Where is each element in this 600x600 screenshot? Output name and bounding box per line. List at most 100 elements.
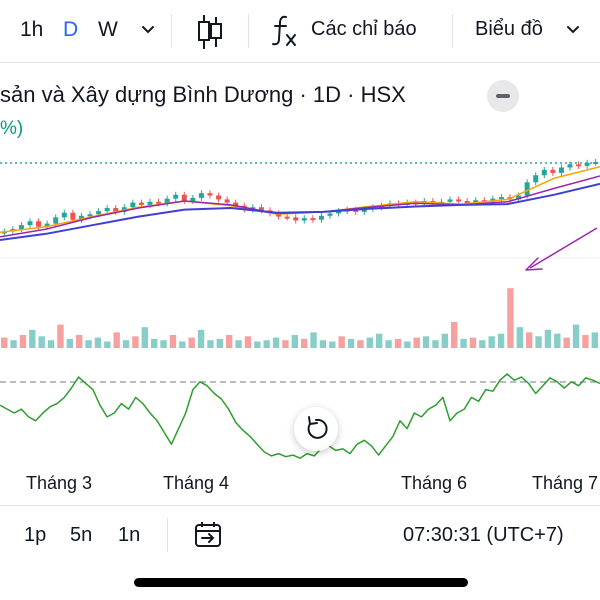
- volume-bar: [469, 337, 477, 348]
- volume-bar: [563, 337, 570, 348]
- volume-bar: [141, 327, 148, 348]
- volume-bar: [226, 335, 233, 348]
- candle: [447, 199, 453, 202]
- go-to-date-icon[interactable]: [194, 520, 224, 550]
- volume-bar: [263, 340, 270, 348]
- reset-chart-button[interactable]: [294, 407, 338, 451]
- candle: [190, 197, 196, 201]
- volume-bar: [197, 329, 205, 348]
- candle: [53, 217, 59, 224]
- candle: [130, 202, 136, 208]
- candle: [541, 169, 547, 176]
- interval-w[interactable]: W: [98, 18, 118, 41]
- candle: [18, 225, 24, 230]
- candle: [224, 199, 230, 203]
- price-change-text: %): [0, 118, 24, 139]
- ma-purple-line: [0, 175, 600, 238]
- candles-icon[interactable]: [196, 12, 224, 52]
- volume-bar: [254, 341, 261, 348]
- minus-icon: [496, 94, 510, 98]
- candle: [336, 211, 342, 214]
- home-indicator: [134, 578, 468, 587]
- candle: [593, 162, 599, 164]
- candle: [284, 216, 290, 219]
- toolbar-separator: [452, 14, 453, 48]
- candle: [516, 195, 522, 200]
- volume-bar: [132, 336, 139, 348]
- range-1p[interactable]: 1p: [24, 524, 47, 546]
- volume-bar: [47, 340, 55, 348]
- volume-bar: [29, 329, 36, 348]
- candle: [558, 167, 564, 173]
- indicators-button[interactable]: Các chỉ báo: [311, 18, 417, 40]
- volume-bar: [572, 324, 580, 348]
- candle: [61, 212, 67, 218]
- volume-bar: [216, 338, 223, 348]
- candle: [464, 201, 470, 203]
- volume-bar: [301, 338, 308, 348]
- chevron-down-icon[interactable]: [140, 22, 156, 38]
- trend-arrow: [529, 227, 598, 269]
- volume-bar: [441, 333, 448, 348]
- candle: [456, 199, 462, 202]
- chevron-down-icon[interactable]: [565, 22, 581, 38]
- candle: [113, 208, 119, 212]
- volume-bar: [207, 340, 214, 348]
- candle: [576, 164, 582, 167]
- time-axis-label: Tháng 3: [26, 473, 93, 493]
- volume-bar: [66, 338, 73, 348]
- time-axis-label: Tháng 6: [401, 473, 468, 493]
- volume-bar: [394, 338, 402, 348]
- volume-bar: [76, 335, 83, 348]
- volume-bar: [526, 332, 533, 348]
- volume-bar: [282, 340, 289, 348]
- volume-bar: [488, 336, 495, 348]
- volume-bar: [376, 333, 383, 348]
- volume-bar: [582, 335, 589, 348]
- volume-bar: [507, 288, 514, 348]
- candle: [233, 202, 239, 206]
- volume-bar: [516, 327, 523, 348]
- volume-bar: [179, 341, 186, 348]
- volume-bar: [404, 341, 411, 348]
- candle: [301, 218, 307, 221]
- interval-1h[interactable]: 1h: [20, 18, 44, 41]
- volume-bar: [366, 337, 373, 348]
- time-axis-label: Tháng 4: [163, 473, 230, 493]
- candle: [258, 207, 264, 211]
- function-fx-icon[interactable]: [270, 14, 300, 48]
- footer-divider: [0, 505, 600, 506]
- volume-bar: [535, 336, 542, 348]
- range-1n[interactable]: 1n: [118, 524, 141, 546]
- volume-bar: [272, 337, 280, 348]
- toolbar-separator: [248, 14, 249, 48]
- candle: [87, 214, 93, 217]
- time-axis-label: Tháng 7: [532, 473, 599, 493]
- volume-bar: [244, 336, 252, 348]
- toolbar-separator: [171, 14, 172, 48]
- collapse-legend-button[interactable]: [487, 80, 519, 112]
- volume-bar: [10, 340, 17, 348]
- candle: [327, 213, 333, 216]
- candle: [138, 202, 144, 205]
- candle: [567, 164, 573, 168]
- candle: [173, 194, 179, 199]
- volume-bar: [422, 336, 430, 348]
- candle: [70, 212, 76, 220]
- volume-bar: [104, 341, 111, 348]
- volume-bar: [122, 340, 130, 348]
- candle: [164, 198, 170, 204]
- price-chart[interactable]: [0, 150, 600, 460]
- chart-toolbar: 1h D W Các chỉ báo Biểu đồ: [0, 0, 600, 62]
- clock-timezone[interactable]: 07:30:31 (UTC+7): [403, 524, 564, 546]
- volume-bar: [310, 332, 317, 348]
- volume-bar: [38, 336, 45, 348]
- candle: [207, 193, 213, 196]
- interval-d[interactable]: D: [63, 18, 79, 41]
- volume-bar: [319, 340, 327, 348]
- volume-bar: [591, 332, 598, 348]
- chart-type-button[interactable]: Biểu đồ: [475, 18, 543, 40]
- volume-bar: [460, 338, 467, 348]
- range-5n[interactable]: 5n: [70, 524, 93, 546]
- candle: [318, 215, 324, 220]
